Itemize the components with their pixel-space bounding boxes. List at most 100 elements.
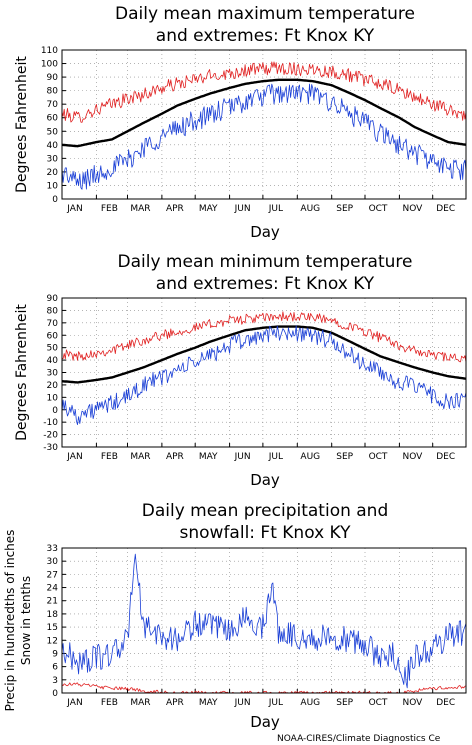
x-tick-label: FEB	[101, 698, 118, 708]
y-tick-label: 90	[47, 294, 59, 304]
y-tick-label: 40	[47, 356, 59, 366]
x-tick-label: NOV	[402, 204, 423, 214]
y-tick-label: 0	[52, 689, 58, 699]
y-tick-label: 80	[47, 87, 59, 97]
x-tick-label: MAR	[130, 698, 150, 708]
x-tick-label: NOV	[402, 698, 423, 708]
x-tick-label: MAR	[130, 452, 150, 462]
x-tick-label: AUG	[300, 452, 320, 462]
y-tick-label: 3	[52, 676, 58, 686]
x-tick-label: DEC	[436, 204, 455, 214]
y-tick-label: 24	[47, 584, 59, 594]
x-axis-label: Day	[250, 713, 280, 731]
chart-title-line: Daily mean precipitation and	[142, 501, 389, 521]
y-tick-label: 10	[47, 181, 59, 191]
y-tick-label: 12	[47, 636, 58, 646]
series-line-max	[61, 61, 467, 123]
y-tick-label: 21	[47, 597, 58, 607]
x-tick-label: APR	[166, 452, 184, 462]
x-tick-label: OCT	[369, 204, 388, 214]
x-tick-label: JUL	[268, 698, 283, 708]
x-tick-label: NOV	[402, 452, 423, 462]
x-tick-label: MAY	[199, 698, 218, 708]
x-tick-label: JAN	[66, 452, 82, 462]
x-tick-label: JAN	[66, 698, 82, 708]
y-axis-label: Degrees Fahrenheit	[14, 304, 30, 441]
chart-title-line: Daily mean maximum temperature	[115, 4, 415, 24]
chart-title-line: and extremes: Ft Knox KY	[156, 274, 375, 294]
x-tick-label: OCT	[369, 698, 388, 708]
y-tick-label: 30	[47, 154, 59, 164]
y-tick-label: 70	[47, 319, 59, 329]
y-tick-label: 18	[47, 610, 59, 620]
y-tick-label: 20	[47, 381, 59, 391]
y-tick-label: 90	[47, 73, 59, 83]
credit-text: NOAA-CIRES/Climate Diagnostics Ce	[277, 734, 441, 744]
chart-title-line: and extremes: Ft Knox KY	[156, 26, 375, 46]
x-tick-label: JUN	[234, 698, 251, 708]
x-axis-label: Day	[250, 471, 280, 489]
plot-frame	[61, 547, 467, 694]
x-tick-label: SEP	[336, 204, 353, 214]
x-tick-label: MAY	[199, 452, 218, 462]
x-tick-label: SEP	[336, 698, 353, 708]
x-axis-label: Day	[250, 223, 280, 241]
x-tick-label: SEP	[336, 452, 353, 462]
x-tick-label: AUG	[300, 204, 320, 214]
chart-title-line: Daily mean minimum temperature	[118, 252, 413, 272]
x-tick-label: JUL	[268, 204, 283, 214]
x-tick-label: JAN	[66, 204, 82, 214]
y-tick-label: 50	[47, 127, 59, 137]
y-tick-label: -30	[43, 443, 58, 453]
y-tick-label: 0	[52, 406, 58, 416]
series-line-snow	[61, 682, 467, 694]
y-tick-label: 80	[47, 306, 59, 316]
y-tick-label: 70	[47, 100, 59, 110]
x-tick-label: FEB	[101, 452, 118, 462]
series-line-min	[61, 83, 467, 190]
x-tick-label: AUG	[300, 698, 320, 708]
y-tick-label: 0	[52, 195, 58, 205]
series-line-min	[61, 325, 467, 426]
x-tick-label: DEC	[436, 698, 455, 708]
x-tick-label: DEC	[436, 452, 455, 462]
plot-frame	[61, 297, 467, 448]
x-tick-label: JUL	[268, 452, 283, 462]
y-tick-label: 100	[41, 60, 58, 70]
y-tick-label: 6	[52, 663, 58, 673]
y-tick-label: 10	[47, 393, 59, 403]
y-tick-label: 9	[52, 649, 58, 659]
x-tick-label: MAY	[199, 204, 218, 214]
chart-title-line: snowfall: Ft Knox KY	[180, 523, 352, 543]
y-axis-label: Degrees Fahrenheit	[14, 56, 30, 193]
y-tick-label: 33	[47, 544, 58, 554]
y-tick-label: -10	[43, 418, 58, 428]
x-tick-label: OCT	[369, 452, 388, 462]
y-tick-label: 30	[47, 557, 59, 567]
y-tick-label: 50	[47, 344, 59, 354]
y-tick-label: 27	[47, 570, 58, 580]
x-tick-label: JUN	[234, 204, 251, 214]
y-tick-label: 60	[47, 114, 59, 124]
y-tick-label: -20	[43, 431, 58, 441]
series-line-precip	[61, 553, 467, 689]
y-tick-label: 20	[47, 168, 59, 178]
series-line-max	[62, 311, 467, 363]
series-line-mean	[61, 78, 467, 148]
x-tick-label: FEB	[101, 204, 118, 214]
x-tick-label: MAR	[130, 204, 150, 214]
x-tick-label: APR	[166, 698, 184, 708]
y-axis-label: Snow in tenths	[19, 576, 33, 665]
y-tick-label: 30	[47, 369, 59, 379]
y-tick-label: 60	[47, 331, 59, 341]
x-tick-label: APR	[166, 204, 184, 214]
y-tick-label: 110	[41, 46, 58, 56]
x-tick-label: JUN	[234, 452, 251, 462]
y-tick-label: 40	[47, 141, 59, 151]
y-tick-label: 15	[47, 623, 58, 633]
plot-frame	[61, 49, 467, 200]
